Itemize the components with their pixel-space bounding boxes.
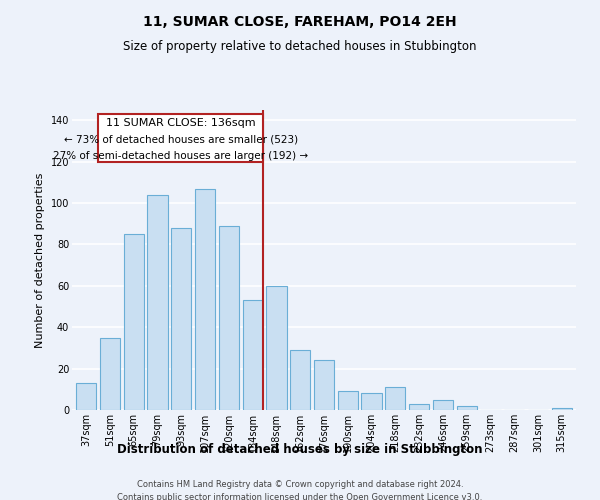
Bar <box>76 383 97 410</box>
Text: 11, SUMAR CLOSE, FAREHAM, PO14 2EH: 11, SUMAR CLOSE, FAREHAM, PO14 2EH <box>143 15 457 29</box>
Bar <box>314 360 334 410</box>
Text: 11 SUMAR CLOSE: 136sqm: 11 SUMAR CLOSE: 136sqm <box>106 118 256 128</box>
Bar <box>385 387 406 410</box>
Bar <box>433 400 453 410</box>
Y-axis label: Number of detached properties: Number of detached properties <box>35 172 45 348</box>
Bar <box>171 228 191 410</box>
Bar <box>361 394 382 410</box>
Bar <box>195 188 215 410</box>
Bar <box>290 350 310 410</box>
Bar <box>242 300 263 410</box>
Bar <box>266 286 287 410</box>
Bar <box>551 408 572 410</box>
Bar <box>338 392 358 410</box>
Text: 27% of semi-detached houses are larger (192) →: 27% of semi-detached houses are larger (… <box>53 152 308 162</box>
Bar <box>219 226 239 410</box>
Text: ← 73% of detached houses are smaller (523): ← 73% of detached houses are smaller (52… <box>64 135 298 145</box>
Bar <box>409 404 429 410</box>
Text: Size of property relative to detached houses in Stubbington: Size of property relative to detached ho… <box>123 40 477 53</box>
Text: Contains HM Land Registry data © Crown copyright and database right 2024.
Contai: Contains HM Land Registry data © Crown c… <box>118 480 482 500</box>
FancyBboxPatch shape <box>98 114 263 162</box>
Bar <box>124 234 144 410</box>
Bar <box>100 338 120 410</box>
Bar <box>148 195 167 410</box>
Text: Distribution of detached houses by size in Stubbington: Distribution of detached houses by size … <box>117 442 483 456</box>
Bar <box>457 406 477 410</box>
